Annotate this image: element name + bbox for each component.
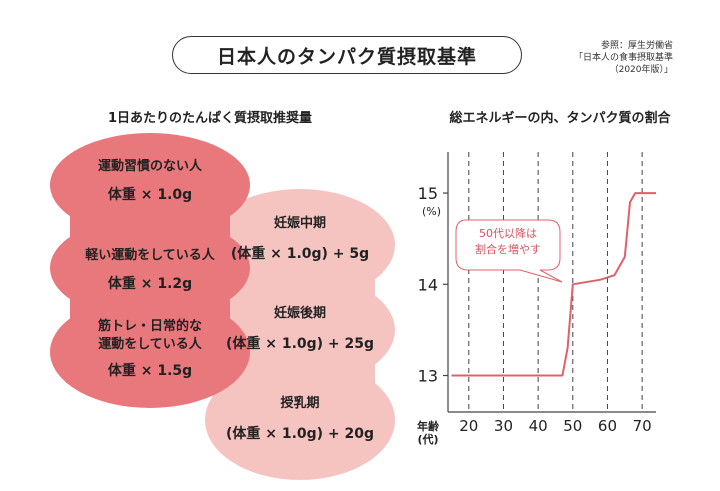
- reference-note: 参照：厚生労働省 「日本人の食事摂取基準 （2020年版）」: [563, 40, 673, 76]
- group-pregnancy-late: 妊娠後期 (体重 × 1.0g) + 25g: [215, 305, 385, 353]
- series-line: [451, 192, 656, 377]
- group-value: (体重 × 1.0g) + 5g: [230, 246, 370, 262]
- x-tick-label: 70: [633, 417, 652, 435]
- group-light-exercise: 軽い運動をしている人 体重 × 1.2g: [60, 247, 240, 293]
- group-label: 筋トレ・日常的な 運動をしている人: [97, 319, 202, 352]
- intake-section-title: 1日あたりのたんぱく質摂取推奨量: [107, 111, 313, 126]
- callout-bubble: [455, 219, 563, 283]
- x-tick-label: 30: [494, 417, 513, 435]
- group-label: 授乳期: [280, 396, 320, 411]
- group-training: 筋トレ・日常的な 運動をしている人 体重 × 1.5g: [60, 318, 240, 380]
- reference-line: 参照：厚生労働省: [600, 41, 673, 51]
- group-label: 妊娠中期: [273, 216, 326, 231]
- x-tick-label: 50: [563, 417, 582, 435]
- red-blob-group: [50, 133, 250, 408]
- pink-blob-fill: [225, 245, 375, 420]
- group-value: (体重 × 1.0g) + 20g: [225, 426, 375, 442]
- chart-section-title: 総エネルギーの内、タンパク質の割合: [449, 111, 671, 126]
- group-pregnancy-mid: 妊娠中期 (体重 × 1.0g) + 5g: [215, 215, 385, 263]
- group-lactation: 授乳期 (体重 × 1.0g) + 20g: [215, 395, 385, 443]
- group-value: 体重 × 1.5g: [107, 363, 193, 379]
- reference-line: （2020年版）」: [609, 65, 673, 75]
- group-value: 体重 × 1.0g: [107, 187, 193, 203]
- group-sedentary: 運動習慣のない人 体重 × 1.0g: [60, 158, 240, 204]
- red-blob-fill: [70, 185, 230, 352]
- group-label: 運動習慣のない人: [97, 159, 202, 174]
- group-label: 軽い運動をしている人: [85, 248, 215, 263]
- callout-text: 50代以降は 割合を増やす: [475, 227, 541, 256]
- y-unit-label: (%): [422, 205, 442, 218]
- y-tick-label: 13: [418, 367, 438, 386]
- group-value: (体重 × 1.0g) + 25g: [225, 336, 375, 352]
- x-tick-label: 40: [529, 417, 548, 435]
- x-tick-label: 60: [598, 417, 617, 435]
- page-title: 日本人のタンパク質摂取基準: [172, 36, 522, 74]
- x-axis-label: 年齢 (代): [417, 420, 439, 446]
- reference-line: 「日本人の食事摂取基準: [573, 53, 673, 63]
- pink-blob-group: [205, 189, 395, 480]
- y-tick-label: 14: [418, 275, 438, 294]
- group-value: 体重 × 1.2g: [107, 276, 193, 292]
- x-tick-label: 20: [459, 417, 478, 435]
- y-tick-label: 15: [418, 184, 438, 203]
- group-label: 妊娠後期: [273, 306, 326, 321]
